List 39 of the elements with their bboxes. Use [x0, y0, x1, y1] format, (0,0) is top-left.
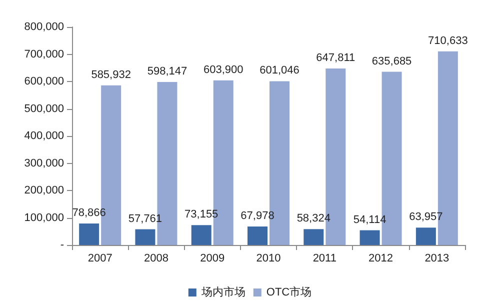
- y-tick-label: 200,000: [24, 184, 64, 196]
- x-tick-label: 2010: [256, 252, 281, 264]
- y-tick-label: -: [60, 239, 64, 251]
- x-tick-label: 2009: [200, 252, 225, 264]
- legend-label: 场内市场: [200, 286, 246, 298]
- data-label: 635,685: [372, 55, 412, 68]
- y-tick-label: 700,000: [24, 48, 64, 60]
- y-tick-label: 600,000: [24, 76, 64, 88]
- data-label: 598,147: [147, 66, 188, 78]
- y-tick-label: 300,000: [24, 157, 64, 170]
- x-tick-label: 2012: [368, 252, 394, 264]
- data-label: 647,811: [316, 52, 356, 64]
- data-label: 585,932: [91, 68, 131, 81]
- data-label: 54,114: [353, 214, 386, 226]
- data-label: 57,761: [128, 212, 162, 225]
- bar: [304, 229, 324, 245]
- y-tick-label: 100,000: [24, 212, 64, 224]
- x-tick-label: 2011: [312, 252, 336, 264]
- bar: [191, 225, 212, 245]
- data-label: 710,633: [428, 34, 468, 47]
- bar: [416, 228, 436, 245]
- data-label: 63,957: [409, 211, 443, 224]
- data-label: 601,046: [260, 64, 300, 77]
- x-tick-label: 2007: [88, 252, 112, 264]
- bar: [79, 224, 100, 245]
- y-tick-label: 400,000: [24, 130, 64, 142]
- data-label: 67,978: [240, 210, 274, 222]
- data-label: 603,900: [203, 64, 244, 76]
- y-tick-label: 800,000: [24, 21, 64, 33]
- bar: [360, 230, 380, 245]
- bar: [248, 226, 268, 245]
- data-label: 58,324: [296, 212, 330, 225]
- x-tick-label: 2008: [144, 252, 168, 264]
- bar: [135, 229, 156, 245]
- data-label: 78,866: [72, 207, 106, 220]
- data-label: 73,155: [184, 208, 218, 221]
- legend-label: OTC市场: [266, 286, 312, 298]
- y-tick-label: 500,000: [24, 102, 64, 115]
- x-tick-label: 2013: [424, 252, 450, 264]
